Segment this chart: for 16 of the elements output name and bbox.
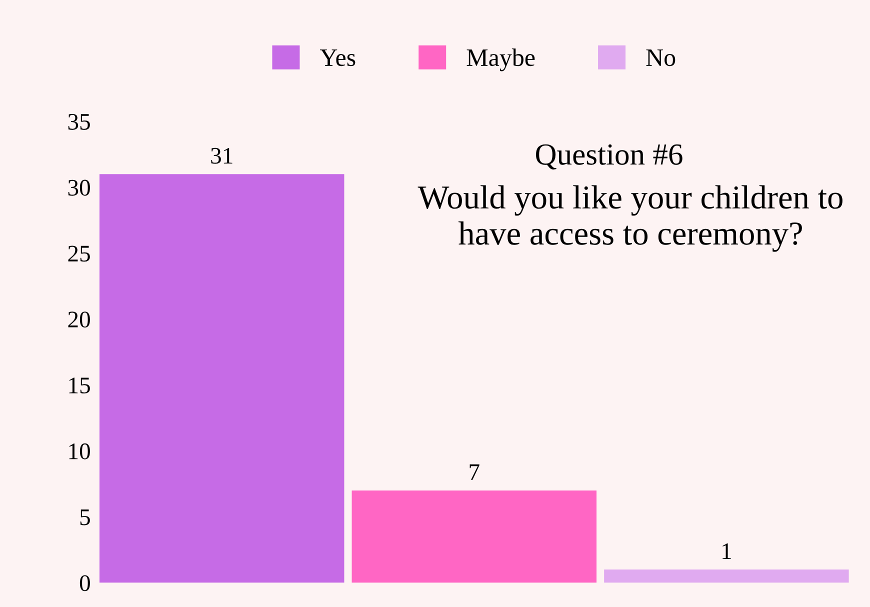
y-tick-label: 20 (68, 312, 90, 328)
legend-label: No (646, 49, 676, 66)
data-label: 7 (470, 464, 480, 480)
legend-label: Maybe (466, 48, 535, 72)
y-tick-label: 35 (68, 114, 90, 130)
data-label: 1 (722, 543, 731, 559)
y-tick-label: 10 (69, 443, 90, 460)
legend-label: Yes (320, 49, 356, 66)
text: Question #6 (536, 144, 682, 170)
y-tick-label: 25 (68, 246, 90, 262)
text: Would you like your children to have access to ceremony? (418, 185, 842, 252)
y-tick-label: 0 (80, 575, 90, 592)
y-tick-label: 15 (69, 378, 90, 394)
y-tick-label: 30 (68, 180, 90, 196)
data-label: 31 (211, 148, 232, 164)
y-tick-label: 5 (80, 510, 90, 526)
